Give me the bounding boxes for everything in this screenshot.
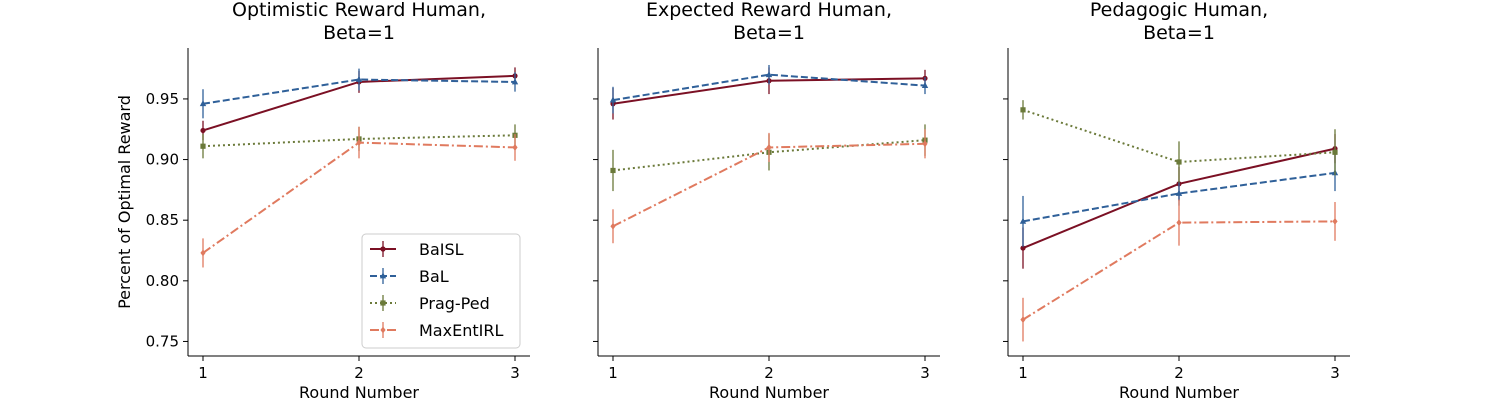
- data-point: [610, 222, 616, 230]
- x-tick-label: 2: [354, 364, 364, 382]
- series-bal: [199, 68, 519, 119]
- legend-item-bal: BaL: [370, 267, 449, 286]
- legend-item-maxentirl: MaxEntIRL: [370, 321, 503, 340]
- y-tick-label: 0.80: [146, 272, 179, 290]
- x-axis-label: Round Number: [1119, 383, 1239, 400]
- series-maxentirl: [610, 129, 928, 244]
- y-tick-label: 0.95: [146, 90, 179, 108]
- data-point: [1020, 107, 1026, 113]
- legend-marker: [380, 300, 386, 306]
- subplot-optimistic-reward-human: Optimistic Reward Human,Beta=1 0.75 0.80 0.…: [115, 0, 530, 400]
- legend-marker: [380, 326, 386, 334]
- legend-box: [361, 233, 521, 349]
- data-point: [200, 127, 206, 134]
- x-tick-label: 1: [198, 364, 208, 382]
- series-line: [612, 73, 926, 102]
- data-point: [1020, 316, 1026, 324]
- data-point: [766, 144, 772, 151]
- series-line: [202, 78, 516, 105]
- series-maxentirl: [200, 126, 518, 268]
- legend-item-prag-ped: Prag-Ped: [370, 294, 490, 313]
- data-point: [921, 81, 929, 88]
- subplot-expected-reward-human: Expected Reward Human,Beta=1 1 2 3 Round Num…: [593, 0, 940, 400]
- series-maxentirl: [1020, 199, 1338, 342]
- legend: BaISL BaL Prag-Ped MaxEntIRL: [361, 233, 521, 349]
- series-prag-ped: [1020, 100, 1338, 183]
- x-tick-label: 3: [1330, 364, 1340, 382]
- data-point: [1176, 219, 1182, 227]
- data-point: [199, 100, 207, 107]
- data-point: [609, 96, 617, 103]
- x-axis-label: Round Number: [709, 383, 829, 400]
- series-line: [1022, 171, 1336, 223]
- data-point: [610, 167, 616, 174]
- data-point: [765, 71, 773, 78]
- chart-title-line: Beta=1: [733, 22, 805, 44]
- legend-label: BaL: [419, 267, 449, 286]
- chart-title-line: Optimistic Reward Human,: [232, 0, 486, 21]
- x-tick-label: 3: [920, 364, 930, 382]
- series-bal: [609, 64, 929, 114]
- legend-marker: [379, 272, 387, 279]
- x-tick-label: 3: [510, 364, 520, 382]
- data-point: [1175, 189, 1183, 196]
- subplot-pedagogic-human: Pedagogic Human,Beta=1 1 2 3 Round Number: [1003, 0, 1350, 400]
- data-point: [356, 139, 362, 146]
- legend-item-baisl: BaISL: [370, 240, 464, 259]
- legend-label: BaISL: [419, 240, 464, 259]
- chart-title-line: Beta=1: [323, 22, 395, 44]
- legend-label: Prag-Ped: [419, 294, 490, 313]
- y-axis-label: Percent of Optimal Reward: [115, 95, 134, 309]
- data-point: [1019, 217, 1027, 224]
- x-axis-label: Round Number: [299, 383, 419, 400]
- data-point: [1332, 149, 1338, 155]
- data-point: [922, 140, 928, 148]
- x-tick-label: 2: [1174, 364, 1184, 382]
- x-tick-label: 1: [1018, 364, 1028, 382]
- data-point: [200, 249, 206, 257]
- data-point: [1332, 218, 1338, 225]
- chart-title-line: Pedagogic Human,: [1090, 0, 1268, 21]
- y-tick-label: 0.90: [146, 151, 179, 169]
- data-point: [1020, 245, 1026, 251]
- data-point: [511, 78, 519, 85]
- y-tick-label: 0.75: [146, 332, 179, 350]
- data-point: [200, 143, 206, 149]
- y-tick-label: 0.85: [146, 211, 179, 229]
- x-tick-label: 1: [608, 364, 618, 382]
- chart-title-line: Beta=1: [1143, 22, 1215, 44]
- data-point: [1176, 159, 1182, 165]
- data-point: [355, 75, 363, 82]
- data-point: [512, 144, 518, 151]
- x-tick-label: 2: [764, 364, 774, 382]
- legend-marker: [380, 246, 386, 252]
- legend-label: MaxEntIRL: [419, 321, 503, 340]
- chart-title-line: Expected Reward Human,: [646, 0, 892, 21]
